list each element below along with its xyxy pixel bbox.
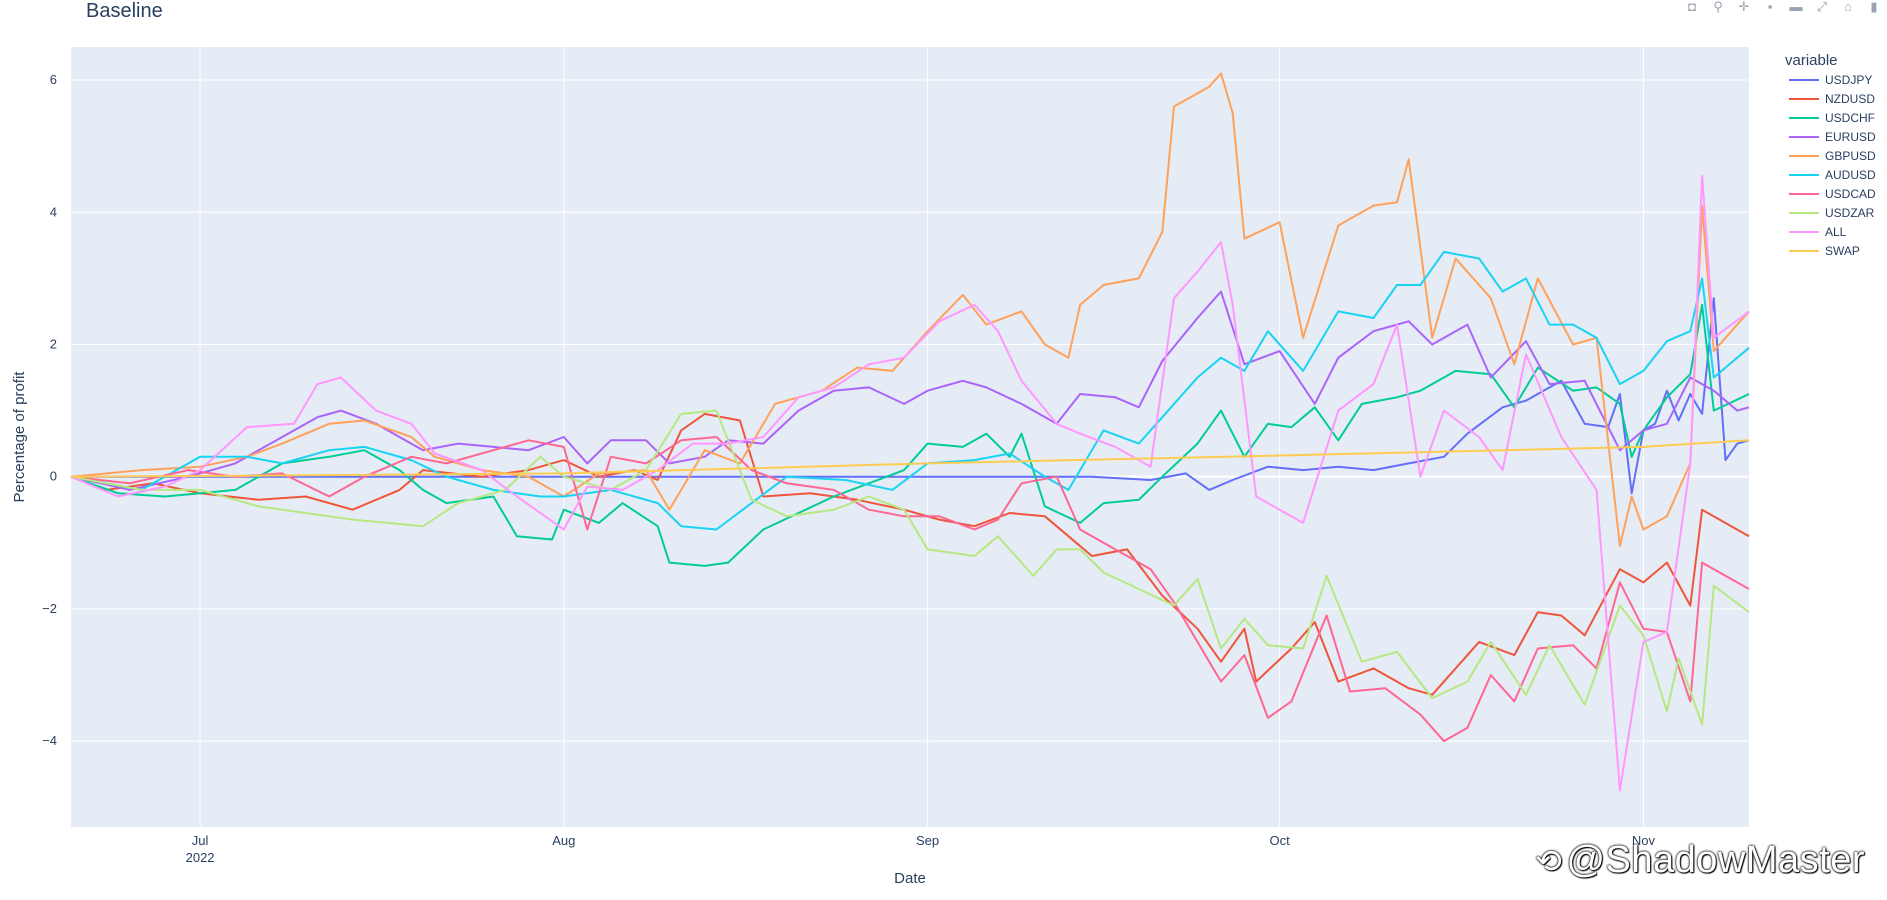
watermark: ⟲ @ShadowMaster bbox=[1535, 839, 1865, 882]
y-axis-ticks: 6 4 2 0 −2 −4 bbox=[42, 72, 57, 748]
home-icon[interactable]: ⌂ bbox=[1844, 0, 1852, 14]
legend-item-nzdusd[interactable]: NZDUSD bbox=[1789, 92, 1875, 106]
y-axis-label: Percentage of profit bbox=[11, 371, 28, 503]
x-tick-label: Oct bbox=[1270, 833, 1291, 848]
legend-label: NZDUSD bbox=[1825, 92, 1875, 106]
legend: variable USDJPY NZDUSD USDCHF EURUSD GBPUSD A… bbox=[1785, 52, 1876, 258]
series-line-all[interactable] bbox=[70, 174, 1750, 792]
x-tick-label: Jul bbox=[192, 833, 209, 848]
legend-item-usdcad[interactable]: USDCAD bbox=[1789, 187, 1876, 201]
legend-item-audusd[interactable]: AUDUSD bbox=[1789, 168, 1876, 182]
x-axis-label: Date bbox=[894, 870, 926, 887]
y-tick-label: −2 bbox=[42, 601, 57, 616]
zoom-icon[interactable]: ⚲ bbox=[1713, 0, 1723, 14]
series-line-gbpusd[interactable] bbox=[70, 72, 1750, 548]
zoom-out-icon[interactable]: ▬ bbox=[1789, 0, 1803, 14]
legend-label: SWAP bbox=[1825, 244, 1860, 258]
series-line-eurusd[interactable] bbox=[70, 290, 1750, 491]
legend-label: ALL bbox=[1825, 225, 1847, 239]
legend-label: EURUSD bbox=[1825, 130, 1876, 144]
x-axis-ticks: Jul 2022 Aug Sep Oct Nov bbox=[186, 833, 1656, 865]
legend-label: USDCHF bbox=[1825, 111, 1875, 125]
x-tick-label: Sep bbox=[916, 833, 939, 848]
plotly-logo-icon[interactable]: ▮ bbox=[1870, 0, 1878, 14]
series-line-swap[interactable] bbox=[70, 439, 1750, 478]
autoscale-icon[interactable]: ⤢ bbox=[1816, 0, 1828, 14]
series-lines bbox=[70, 72, 1750, 792]
legend-item-gbpusd[interactable]: GBPUSD bbox=[1789, 149, 1876, 163]
x-tick-label: Aug bbox=[552, 833, 575, 848]
pan-icon[interactable]: ✛ bbox=[1738, 0, 1750, 14]
series-line-usdcad[interactable] bbox=[70, 436, 1750, 743]
zoom-in-icon[interactable]: ▪ bbox=[1767, 0, 1773, 14]
chart-title: Baseline bbox=[86, 0, 163, 22]
series-line-usdjpy[interactable] bbox=[71, 297, 1750, 495]
legend-item-all[interactable]: ALL bbox=[1789, 225, 1847, 239]
legend-title: variable bbox=[1785, 52, 1838, 69]
x-tick-sublabel: 2022 bbox=[186, 850, 215, 865]
y-tick-label: 4 bbox=[50, 204, 57, 219]
camera-icon[interactable]: ◘ bbox=[1688, 0, 1696, 14]
y-tick-label: 2 bbox=[50, 336, 57, 351]
legend-label: USDZAR bbox=[1825, 206, 1875, 220]
y-tick-label: −4 bbox=[42, 733, 57, 748]
weibo-logo-icon: ⟲ bbox=[1535, 843, 1563, 879]
x-tick-label: Nov bbox=[1632, 833, 1656, 848]
legend-item-swap[interactable]: SWAP bbox=[1789, 244, 1860, 258]
legend-label: USDJPY bbox=[1825, 73, 1872, 87]
legend-label: USDCAD bbox=[1825, 187, 1876, 201]
y-tick-label: 6 bbox=[50, 72, 57, 87]
legend-label: AUDUSD bbox=[1825, 168, 1876, 182]
legend-item-usdchf[interactable]: USDCHF bbox=[1789, 111, 1875, 125]
series-line-usdzar[interactable] bbox=[70, 409, 1750, 726]
modebar: ◘ ⚲ ✛ ▪ ▬ ⤢ ⌂ ▮ bbox=[1685, 0, 1881, 14]
legend-item-eurusd[interactable]: EURUSD bbox=[1789, 130, 1876, 144]
legend-item-usdjpy[interactable]: USDJPY bbox=[1789, 73, 1872, 87]
plot-area[interactable] bbox=[71, 47, 1749, 827]
watermark-text: @ShadowMaster bbox=[1566, 839, 1865, 881]
legend-label: GBPUSD bbox=[1825, 149, 1876, 163]
y-tick-label: 0 bbox=[50, 469, 57, 484]
series-line-audusd[interactable] bbox=[70, 250, 1750, 531]
legend-item-usdzar[interactable]: USDZAR bbox=[1789, 206, 1875, 220]
